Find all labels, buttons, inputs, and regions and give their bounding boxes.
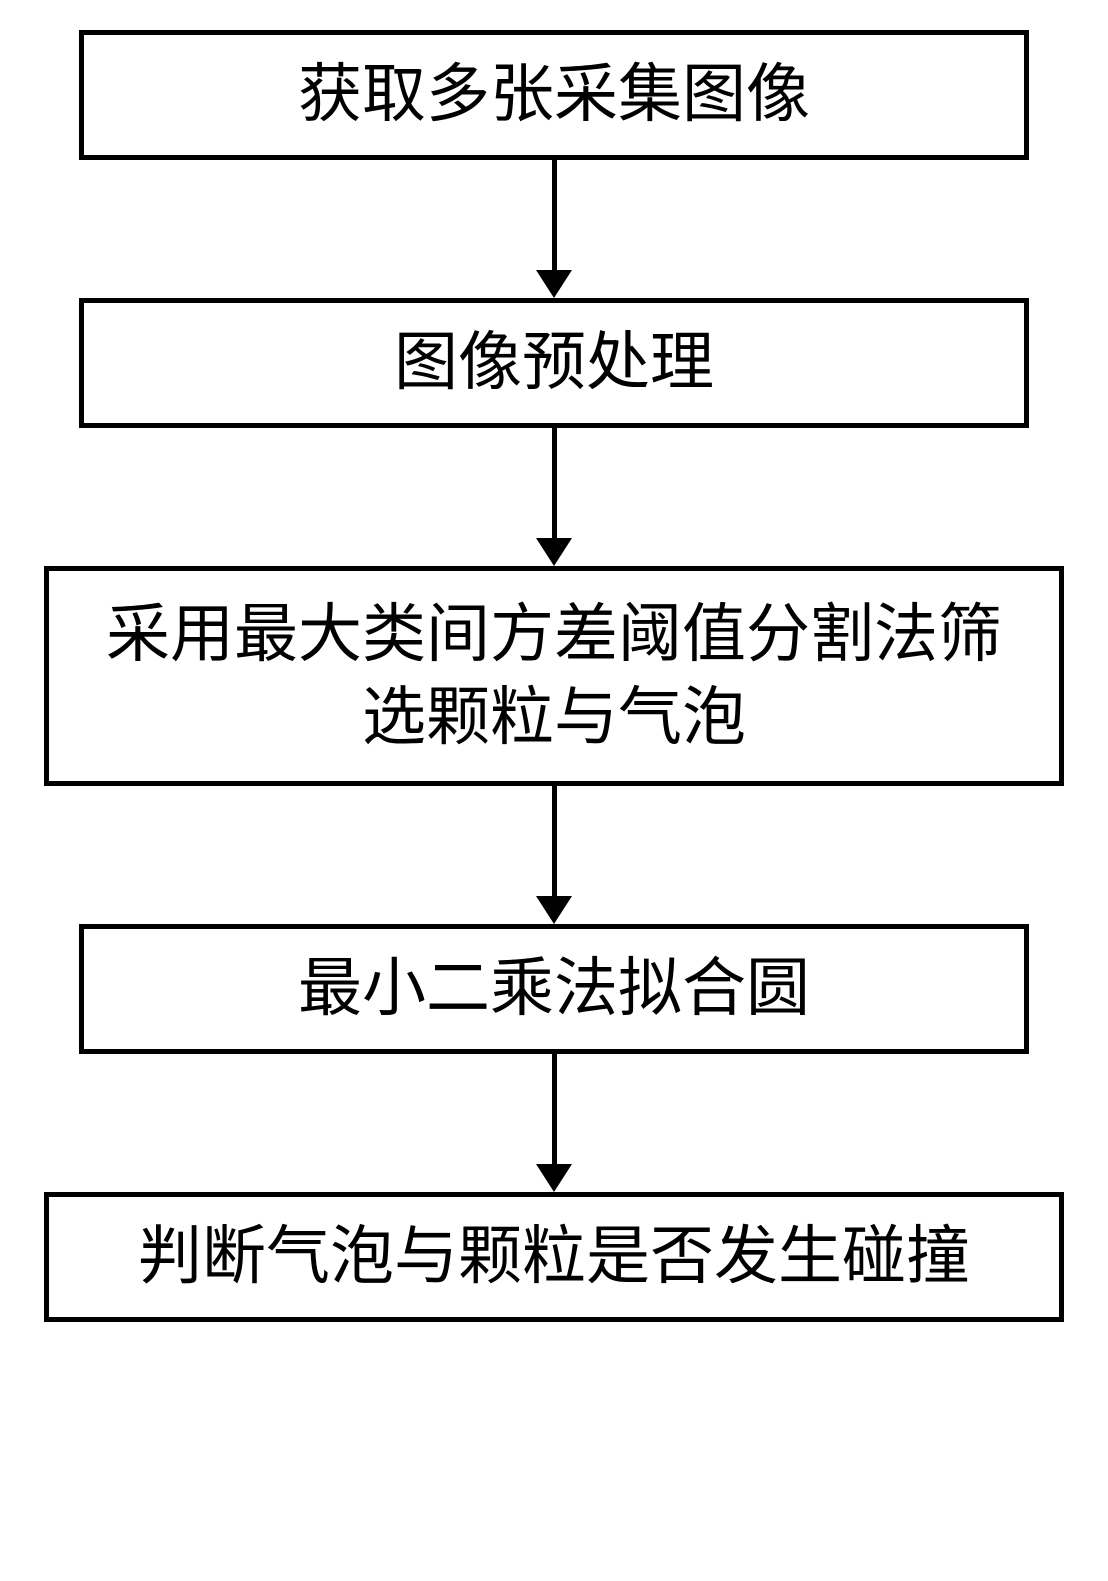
arrow-head-icon: [536, 270, 572, 298]
node-label-line2: 选颗粒与气泡: [106, 676, 1002, 759]
arrow-head-icon: [536, 896, 572, 924]
node-label: 判断气泡与颗粒是否发生碰撞: [138, 1215, 970, 1298]
flowchart-node-step2: 图像预处理: [79, 298, 1029, 428]
arrow-line: [552, 786, 557, 896]
node-label: 采用最大类间方差阈值分割法筛 选颗粒与气泡: [106, 593, 1002, 759]
arrow-head-icon: [536, 538, 572, 566]
node-label: 最小二乘法拟合圆: [298, 947, 810, 1030]
flowchart-arrow: [536, 428, 572, 566]
arrow-line: [552, 160, 557, 270]
flowchart-arrow: [536, 786, 572, 924]
flowchart-node-step3: 采用最大类间方差阈值分割法筛 选颗粒与气泡: [44, 566, 1064, 786]
flowchart-arrow: [536, 1054, 572, 1192]
node-label: 图像预处理: [394, 321, 714, 404]
arrow-line: [552, 1054, 557, 1164]
flowchart-arrow: [536, 160, 572, 298]
node-label-line1: 采用最大类间方差阈值分割法筛: [106, 593, 1002, 676]
node-label: 获取多张采集图像: [298, 53, 810, 136]
flowchart-node-step5: 判断气泡与颗粒是否发生碰撞: [44, 1192, 1064, 1322]
flowchart-node-step1: 获取多张采集图像: [79, 30, 1029, 160]
flowchart-container: 获取多张采集图像 图像预处理 采用最大类间方差阈值分割法筛 选颗粒与气泡 最小二…: [0, 30, 1108, 1322]
arrow-line: [552, 428, 557, 538]
flowchart-node-step4: 最小二乘法拟合圆: [79, 924, 1029, 1054]
arrow-head-icon: [536, 1164, 572, 1192]
